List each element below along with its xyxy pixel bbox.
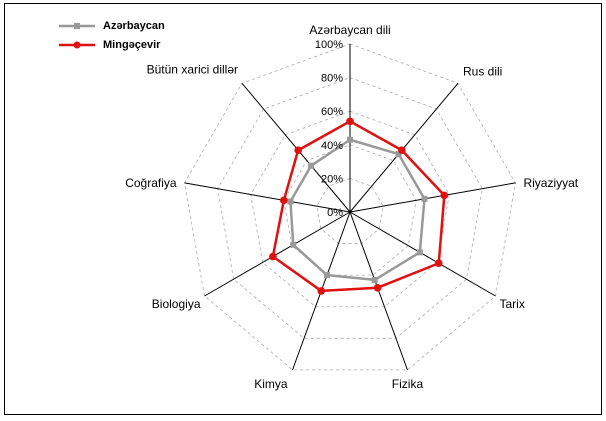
data-point-1-8 — [294, 146, 302, 155]
gridline-1 — [316, 177, 384, 244]
legend-swatch-0 — [59, 22, 95, 29]
gridline-2 — [283, 144, 417, 276]
data-point-0-6 — [290, 241, 297, 248]
axis-spoke-6 — [204, 211, 351, 297]
category-label-6: Biologiya — [152, 297, 201, 311]
category-label-8: Bütün xarici dillər — [147, 62, 238, 76]
legend: Azərbaycan Mingəçevir — [57, 16, 165, 54]
axis-spoke-7 — [184, 182, 351, 213]
category-label-1: Rus dili — [463, 64, 502, 78]
data-point-1-5 — [317, 287, 326, 295]
data-point-0-0 — [347, 136, 353, 143]
r-tick-label-3: 60% — [321, 106, 343, 118]
data-point-0-8 — [308, 162, 315, 169]
category-label-4: Fizika — [392, 377, 424, 391]
axis-spoke-2 — [349, 182, 516, 213]
category-label-2: Riyaziyyat — [523, 176, 578, 190]
data-point-1-4 — [373, 283, 382, 292]
r-tick-label-5: 100% — [315, 39, 343, 51]
legend-item-1: Mingəçevir — [57, 35, 165, 54]
data-point-0-3 — [416, 249, 423, 256]
category-label-0: Azərbaycan dili — [309, 23, 390, 37]
r-tick-label-4: 80% — [321, 73, 343, 85]
chart-frame: 0% 20% 40% 60% 80% 100% Azərbaycan dili Rus dil… — [4, 3, 602, 415]
legend-item-0: Azərbaycan — [57, 16, 165, 35]
data-point-1-2 — [440, 191, 449, 200]
data-point-1-3 — [434, 259, 443, 268]
data-point-0-2 — [421, 195, 428, 202]
radar-chart: 0% 20% 40% 60% 80% 100% Azərbaycan dili Rus dil… — [125, 23, 579, 391]
r-tick-label-0: 0% — [327, 207, 343, 219]
r-tick-label-1: 20% — [321, 173, 343, 185]
data-point-0-4 — [371, 276, 378, 283]
category-label-3: Tarix — [499, 297, 524, 311]
legend-label-0: Azərbaycan — [103, 19, 165, 32]
gridline-3 — [250, 110, 450, 308]
series-line-1 — [271, 120, 446, 293]
data-point-1-1 — [398, 146, 406, 155]
category-label-7: Coğrafiya — [125, 176, 177, 190]
series-line-0 — [289, 138, 426, 282]
legend-swatch-1 — [59, 41, 95, 48]
gridline-5 — [184, 43, 516, 371]
data-point-0-5 — [324, 272, 331, 279]
data-point-1-6 — [269, 252, 277, 261]
data-point-0-7 — [287, 198, 294, 205]
category-label-5: Kimya — [254, 377, 288, 391]
r-tick-label-2: 40% — [321, 140, 343, 152]
legend-label-1: Mingəçevir — [103, 38, 161, 51]
data-point-1-7 — [280, 196, 288, 205]
data-point-1-0 — [346, 117, 354, 126]
data-point-0-1 — [395, 151, 402, 158]
